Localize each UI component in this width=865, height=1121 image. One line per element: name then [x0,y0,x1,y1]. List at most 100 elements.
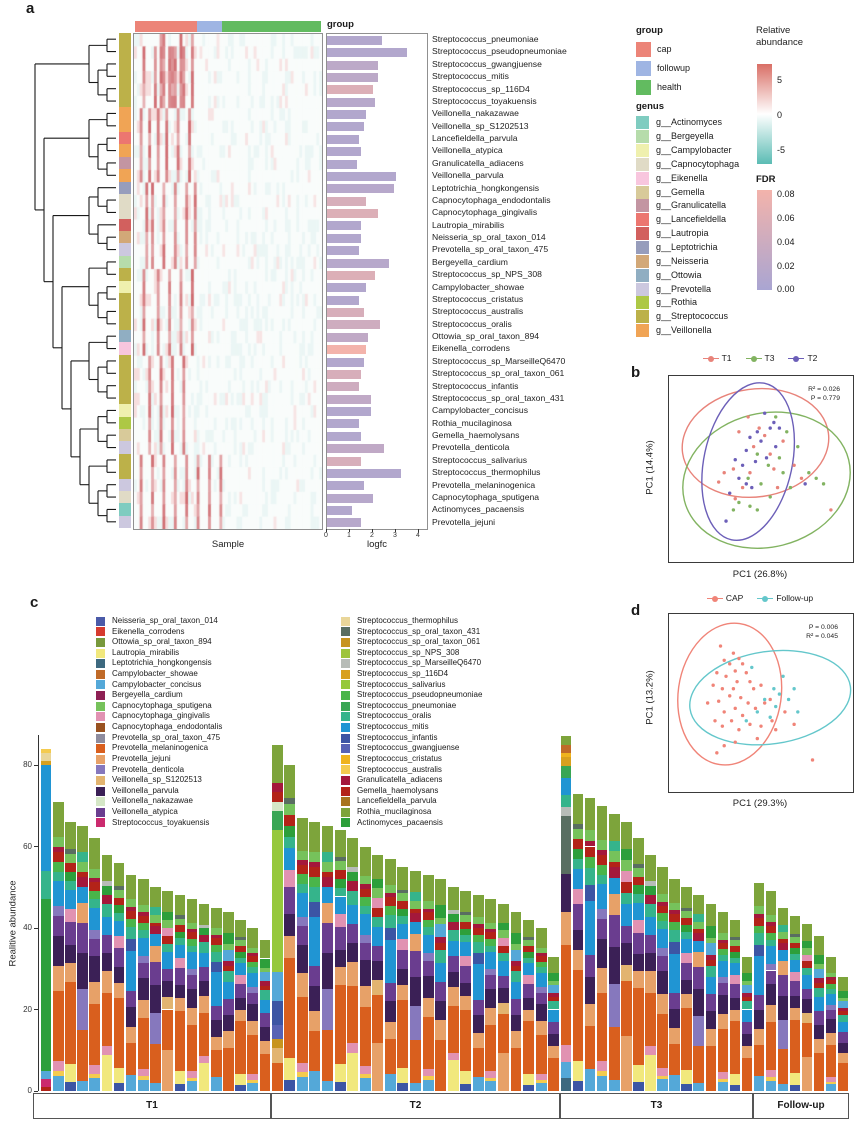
bar-segment-Prevotella_melaninogenica [813,1053,825,1091]
bar-segment-Lautropia_mirabilis [460,1070,472,1085]
bar-segment-Capnocytophaga_gingivalis [657,1067,668,1076]
genus-cell-g__Streptococcus [119,94,131,108]
genus-swatch [636,227,649,241]
bar-segment-Streptococcus_mitis [681,939,692,953]
bar-segment-Gemella_haemolysans [717,942,729,949]
bar-segment-Capnocytophaga_gingivalis [198,1055,210,1063]
bar-segment-Streptococcus_sp_oral_taxon_431 [560,815,572,875]
sample-axis-label: Sample [211,539,245,550]
bar-segment-Prevotella_melaninogenica [384,1039,396,1074]
stacked-legend-item: Streptococcus_pseudopneumoniae [341,690,482,701]
pcoa-d-stats: P = 0.006 R² = 0.045 [806,624,838,640]
species-label: Streptococcus_sp_MarseilleQ6470 [432,355,566,366]
bar-segment-Streptococcus_infantis [284,1079,296,1091]
panel-a-label: a [26,0,35,17]
bar-segment-Streptococcus_oralis [801,968,813,976]
genus-cell-g__Streptococcus [119,45,131,58]
scatter-legend-item-Follow-up: Follow-up [757,592,813,605]
bar-segment-Veillonella_atypica [186,975,198,989]
bar-segment-Capnocytophaga_gingivalis [497,937,509,946]
bar-segment-Rothia_mucilaginosa [359,846,371,876]
logfc-bar [327,345,367,355]
logfc-bar [327,407,371,417]
stacked-legend-item: Streptococcus_gwangjuense [341,743,482,754]
bar-segment-Streptococcus_pseudopneumoniae [186,939,198,946]
genus-swatch [636,254,649,268]
bar-segment-Capnocytophaga_sputigena [485,922,497,930]
stacked-legend-swatch [341,807,350,817]
bar-segment-Streptococcus_oralis [609,840,620,852]
bar-segment-Lautropia_mirabilis [523,1073,535,1086]
bar-segment-Rothia_mucilaginosa [729,919,741,938]
bar-segment-Prevotella_melaninogenica [825,1044,837,1078]
group-annotation-title: group [327,19,354,30]
bar-segment-Streptococcus_sp_oral_taxon_431 [789,933,801,937]
scatter-legend-label: T1 [721,353,732,363]
stacked-legend-swatch [96,786,105,796]
bar-segment-Veillonella_atypica [322,922,333,954]
stacked-legend-label: Streptococcus_oralis [357,711,432,721]
bar-segment-Veillonella_parvula [584,976,596,1005]
stacked-legend-swatch [341,627,350,637]
bar-segment-Streptococcus_infantis [211,961,222,973]
species-label: Capnocytophaga_endodontalis [432,194,551,205]
bar-segment-Gemella_haemolysans [77,871,88,878]
relative-abundance-legend-title: Relative abundance [756,25,804,48]
bar-segment-Prevotella_jejuni [334,967,346,985]
bar-segment-Streptococcus_mitis [523,963,535,975]
bar-segment-Rothia_mucilaginosa [296,817,308,851]
bar-segment-Prevotella_jejuni [101,970,113,993]
bar-segment-Streptococcus_pseudopneumoniae [753,925,765,934]
bar-segment-Lautropia_mirabilis [113,1067,125,1084]
bar-segment-Streptococcus_pseudopneumoniae [309,876,321,887]
bar-segment-Veillonella_atypica [77,922,88,954]
relabund-tick-label: 5 [777,75,783,85]
stacked-legend-swatch [96,722,105,732]
bar-segment-Streptococcus_sp_oral_taxon_431 [65,849,76,854]
bar-segment-Prevotella_melaninogenica [837,1063,849,1091]
bar-segment-Streptococcus_oralis [125,927,137,939]
bar-segment-Capnocytophaga_sputigena [717,933,729,940]
bar-segment-Streptococcus_oralis [138,930,149,938]
bar-segment-Streptococcus_infantis [633,1082,644,1091]
scatter-legend-item-T3: T3 [745,352,774,365]
bar-segment-Streptococcus_mitis [472,964,484,1001]
bar-segment-Veillonella_parvula [693,989,704,1016]
bar-segment-Actinomyces_pacaensis [334,878,346,888]
genus-swatch [636,185,649,199]
bar-segment-Veillonella_atypica [384,983,396,1001]
bar-segment-Prevotella_jejuni [113,982,125,999]
pointrange-dot [707,355,714,362]
bar-segment-Prevotella_jejuni [309,1011,321,1032]
logfc-bar [327,308,364,318]
stacked-legend-item: Streptococcus_cristatus [341,754,482,765]
stacked-legend-item: Lancefieldella_parvula [341,796,482,807]
bar-segment-Prevotella_melaninogenica [334,984,346,1065]
stacked-legend-label: Streptococcus_sp_NPS_308 [357,647,460,657]
stacked-legend-swatch [96,648,105,658]
bar-segment-Prevotella_melaninogenica [447,1006,459,1053]
bar-segment-Veillonella_parvula [741,1033,753,1047]
bar-segment-Streptococcus_oralis [572,859,584,870]
genus-cell-g__Streptococcus [119,268,131,281]
group-annotation-health [222,21,321,32]
bar-segment-Prevotella_melaninogenica [729,1021,741,1074]
bar-segment-Streptococcus_australis [138,1076,149,1081]
abundance-heatmap [133,33,323,530]
bar-segment-Actinomyces_pacaensis [435,904,447,918]
bar-segment-Actinomyces_pacaensis [645,885,656,895]
bar-segment-Streptococcus_pseudopneumoniae [211,944,222,952]
genus-legend-item: g__Ottowia [636,268,739,282]
fdr-colorbar [757,190,772,290]
species-label: Streptococcus_oralis [432,318,512,329]
bar-segment-Prevotella_jejuni [572,949,584,970]
bar-segment-Streptococcus_australis [596,1071,608,1077]
stacked-legend-item: Veillonella_atypica [96,807,222,818]
bar-segment-Campylobacter_concisus [777,1083,789,1091]
bar-segment-Streptococcus_mitis [813,997,825,1012]
logfc-bar [327,444,385,454]
bar-segment-Capnocytophaga_sputigena [52,836,64,847]
bar-segment-Capnocytophaga_sputigena [705,937,716,944]
genus-legend-item: g__Gemella [636,185,739,199]
bar-segment-Capnocytophaga_sputigena [89,868,100,878]
